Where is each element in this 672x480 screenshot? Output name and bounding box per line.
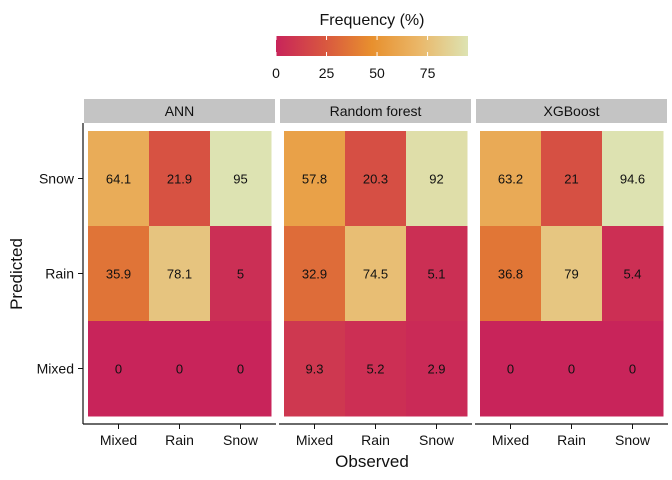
facet-strip bbox=[280, 99, 471, 123]
heatmap-cell bbox=[210, 131, 272, 227]
heatmap-cell bbox=[406, 131, 468, 227]
heatmap-cell bbox=[88, 226, 150, 322]
panel-ann: ANN 64.1 21.9 95 35.9 78.1 5 0 0 0 Mixed Rain Snow bbox=[83, 99, 276, 448]
cell-value-label: 20.3 bbox=[363, 172, 388, 187]
x-axis-title: Observed bbox=[335, 452, 409, 471]
cell-value-label: 74.5 bbox=[363, 267, 388, 282]
legend-tick-label: 0 bbox=[272, 65, 280, 81]
legend-tick-label: 50 bbox=[369, 65, 385, 81]
cell-value-label: 9.3 bbox=[305, 362, 323, 377]
heatmap-cell bbox=[602, 321, 664, 417]
x-tick-label: Rain bbox=[165, 432, 194, 448]
cell-value-label: 2.9 bbox=[427, 362, 445, 377]
cell-value-label: 64.1 bbox=[106, 172, 131, 187]
cell-value-label: 5 bbox=[237, 267, 244, 282]
facet-strip-label: ANN bbox=[165, 103, 195, 119]
facet-strip bbox=[476, 99, 667, 123]
heatmap-cell bbox=[284, 131, 346, 227]
x-tick-label: Mixed bbox=[100, 432, 137, 448]
cell-value-label: 0 bbox=[115, 362, 122, 377]
cell-value-label: 63.2 bbox=[498, 172, 523, 187]
color-legend: Frequency (%) 0 25 50 75 bbox=[272, 12, 468, 81]
cell-value-label: 92 bbox=[429, 172, 443, 187]
heatmap-cell bbox=[541, 226, 603, 322]
heatmap-cell bbox=[480, 321, 542, 417]
y-tick-label: Snow bbox=[39, 171, 75, 187]
cell-value-label: 0 bbox=[568, 362, 575, 377]
panel-xgboost: XGBoost 63.2 21 94.6 36.8 79 5.4 0 0 0 Mixed Rain Sn… bbox=[475, 99, 668, 448]
heatmap-cell bbox=[345, 131, 407, 227]
heatmap-cell bbox=[602, 226, 664, 322]
cell-value-label: 0 bbox=[629, 362, 636, 377]
legend-color-bar bbox=[276, 36, 468, 56]
heatmap-cell bbox=[149, 321, 211, 417]
heatmap-cell bbox=[480, 131, 542, 227]
heatmap-cell bbox=[88, 321, 150, 417]
heatmap-cell bbox=[210, 321, 272, 417]
heatmap-cell bbox=[149, 226, 211, 322]
facet-strip bbox=[84, 99, 275, 123]
heatmap-cell bbox=[406, 226, 468, 322]
cell-value-label: 78.1 bbox=[167, 267, 192, 282]
x-tick-label: Snow bbox=[615, 432, 651, 448]
cell-value-label: 5.2 bbox=[366, 362, 384, 377]
x-tick-label: Snow bbox=[419, 432, 455, 448]
legend-tick-label: 75 bbox=[420, 65, 436, 81]
cell-value-label: 0 bbox=[176, 362, 183, 377]
x-tick-label: Rain bbox=[557, 432, 586, 448]
heatmap-cell bbox=[541, 131, 603, 227]
x-tick-label: Mixed bbox=[492, 432, 529, 448]
cell-value-label: 21 bbox=[564, 172, 578, 187]
panel-random-forest: Random forest 57.8 20.3 92 32.9 74.5 5.1 9.3 5.2… bbox=[279, 99, 472, 448]
cell-value-label: 0 bbox=[507, 362, 514, 377]
facet-strip-label: XGBoost bbox=[543, 103, 599, 119]
y-tick-label: Rain bbox=[45, 266, 74, 282]
axes: Predicted Observed Snow Rain Mixed bbox=[7, 123, 409, 471]
heatmap-cell bbox=[602, 131, 664, 227]
cell-value-label: 32.9 bbox=[302, 267, 327, 282]
facet-strip-label: Random forest bbox=[330, 103, 422, 119]
y-axis-title: Predicted bbox=[7, 238, 26, 310]
x-tick-label: Snow bbox=[223, 432, 259, 448]
cell-value-label: 5.1 bbox=[427, 267, 445, 282]
y-axis-ticks: Snow Rain Mixed bbox=[37, 171, 83, 377]
heatmap-cell bbox=[88, 131, 150, 227]
heatmap-cell bbox=[284, 226, 346, 322]
cell-value-label: 0 bbox=[237, 362, 244, 377]
heatmap-cell bbox=[541, 321, 603, 417]
cell-value-label: 79 bbox=[564, 267, 578, 282]
heatmap-cell bbox=[284, 321, 346, 417]
cell-value-label: 95 bbox=[233, 172, 247, 187]
x-tick-label: Rain bbox=[361, 432, 390, 448]
heatmap-cell bbox=[210, 226, 272, 322]
legend-tick-label: 25 bbox=[319, 65, 335, 81]
heatmap-cell bbox=[480, 226, 542, 322]
x-tick-label: Mixed bbox=[296, 432, 333, 448]
heatmap-cell bbox=[149, 131, 211, 227]
legend-title: Frequency (%) bbox=[320, 12, 425, 29]
cell-value-label: 35.9 bbox=[106, 267, 131, 282]
y-tick-label: Mixed bbox=[37, 361, 74, 377]
cell-value-label: 21.9 bbox=[167, 172, 192, 187]
heatmap-cell bbox=[345, 321, 407, 417]
legend-ticks: 0 25 50 75 bbox=[272, 36, 436, 81]
heatmap-cell bbox=[406, 321, 468, 417]
cell-value-label: 36.8 bbox=[498, 267, 523, 282]
cell-value-label: 94.6 bbox=[620, 172, 645, 187]
cell-value-label: 5.4 bbox=[623, 267, 641, 282]
cell-value-label: 57.8 bbox=[302, 172, 327, 187]
heatmap-cell bbox=[345, 226, 407, 322]
